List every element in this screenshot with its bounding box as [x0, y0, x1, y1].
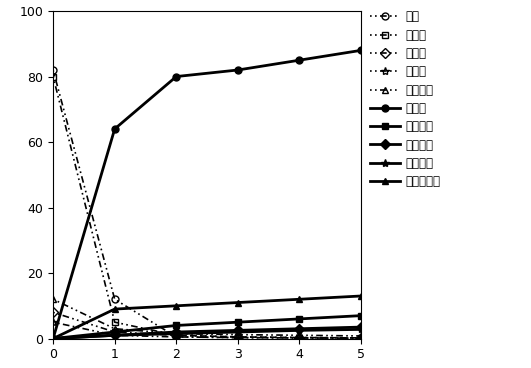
- 甘露糖: [358, 336, 364, 340]
- 阿拉伯糖酸: [358, 294, 364, 298]
- 甘露糖: [235, 335, 241, 339]
- 葡萄糖: [358, 336, 364, 340]
- 半乳糖酸: [296, 328, 303, 333]
- 阿拉伯糖酸: [235, 300, 241, 305]
- 木糖: [235, 335, 241, 340]
- 葡萄糖: [50, 74, 56, 79]
- 甘露糖: [50, 310, 56, 315]
- 葡萄糖: [296, 335, 303, 340]
- Line: 半乳糖酸: 半乳糖酸: [49, 325, 365, 343]
- 葡萄糖: [173, 333, 179, 337]
- 甘露糖: [173, 333, 179, 337]
- 甘露糖酸: [50, 336, 56, 341]
- 阿拉伯糖: [112, 326, 118, 331]
- 葡萄糖酸: [235, 320, 241, 325]
- 木糖: [50, 68, 56, 72]
- 木糖: [173, 335, 179, 339]
- 半乳糖: [50, 320, 56, 325]
- 木糖: [358, 336, 364, 340]
- 木糖酸: [358, 48, 364, 53]
- 阿拉伯糖: [50, 297, 56, 301]
- 半乳糖酸: [112, 333, 118, 337]
- 甘露糖酸: [358, 325, 364, 329]
- 葡萄糖酸: [358, 314, 364, 318]
- 木糖酸: [50, 336, 56, 341]
- 阿拉伯糖: [173, 332, 179, 336]
- 葡萄糖酸: [112, 330, 118, 334]
- 甘露糖: [112, 330, 118, 334]
- 阿拉伯糖酸: [112, 307, 118, 311]
- Line: 甘露糖酸: 甘露糖酸: [49, 323, 365, 342]
- Line: 阿拉伯糖: 阿拉伯糖: [49, 296, 365, 339]
- 木糖酸: [296, 58, 303, 63]
- 阿拉伯糖: [235, 332, 241, 337]
- Line: 木糖酸: 木糖酸: [49, 47, 365, 342]
- 木糖酸: [235, 68, 241, 72]
- 半乳糖酸: [173, 332, 179, 336]
- 甘露糖酸: [296, 326, 303, 331]
- 半乳糖酸: [50, 336, 56, 341]
- 甘露糖: [296, 335, 303, 340]
- 甘露糖酸: [235, 328, 241, 333]
- 阿拉伯糖: [358, 334, 364, 338]
- Legend: 木糖, 葡萄糖, 甘露糖, 半乳糖, 阿拉伯糖, 木糖酸, 葡萄糖酸, 甘露糖酸, 半乳糖酸, 阿拉伯糖酸: 木糖, 葡萄糖, 甘露糖, 半乳糖, 阿拉伯糖, 木糖酸, 葡萄糖酸, 甘露糖酸…: [370, 10, 441, 188]
- 阿拉伯糖: [296, 333, 303, 337]
- Line: 葡萄糖酸: 葡萄糖酸: [49, 312, 365, 342]
- 木糖: [112, 297, 118, 301]
- 半乳糖酸: [235, 330, 241, 334]
- 半乳糖: [296, 336, 303, 340]
- 木糖: [296, 336, 303, 340]
- 阿拉伯糖酸: [296, 297, 303, 301]
- Line: 半乳糖: 半乳糖: [49, 318, 365, 342]
- 半乳糖: [358, 336, 364, 340]
- 木糖酸: [112, 127, 118, 131]
- 甘露糖酸: [112, 333, 118, 337]
- Line: 木糖: 木糖: [49, 67, 365, 342]
- 葡萄糖酸: [173, 323, 179, 328]
- 葡萄糖: [235, 335, 241, 339]
- 阿拉伯糖酸: [173, 304, 179, 308]
- 半乳糖: [173, 335, 179, 339]
- Line: 甘露糖: 甘露糖: [49, 309, 365, 342]
- 半乳糖: [112, 333, 118, 337]
- Line: 葡萄糖: 葡萄糖: [49, 73, 365, 342]
- Line: 阿拉伯糖酸: 阿拉伯糖酸: [49, 293, 365, 342]
- 甘露糖酸: [173, 330, 179, 334]
- 半乳糖: [235, 335, 241, 340]
- 半乳糖酸: [358, 327, 364, 332]
- 木糖酸: [173, 74, 179, 79]
- 葡萄糖: [112, 320, 118, 325]
- 阿拉伯糖酸: [50, 336, 56, 341]
- 葡萄糖酸: [50, 336, 56, 341]
- 葡萄糖酸: [296, 317, 303, 321]
